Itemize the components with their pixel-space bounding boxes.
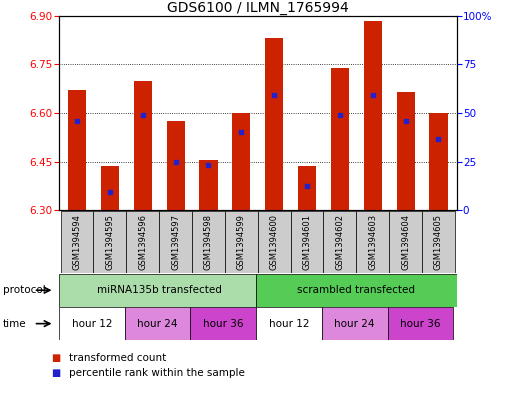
Text: hour 36: hour 36 <box>203 319 244 329</box>
Text: hour 12: hour 12 <box>269 319 309 329</box>
Bar <box>322 307 387 340</box>
Bar <box>59 307 125 340</box>
Bar <box>389 211 422 273</box>
Text: GSM1394595: GSM1394595 <box>106 214 114 270</box>
Bar <box>61 211 93 273</box>
Bar <box>225 211 258 273</box>
Bar <box>134 81 152 210</box>
Text: GSM1394600: GSM1394600 <box>270 214 279 270</box>
Text: time: time <box>3 319 26 329</box>
Bar <box>298 167 316 210</box>
Bar <box>258 211 291 273</box>
Text: protocol: protocol <box>3 285 45 296</box>
Bar <box>200 160 218 210</box>
Bar <box>429 113 447 210</box>
Text: hour 24: hour 24 <box>334 319 375 329</box>
Bar <box>324 211 357 273</box>
Bar <box>256 307 322 340</box>
Bar <box>126 211 159 273</box>
Text: hour 36: hour 36 <box>400 319 441 329</box>
Bar <box>291 211 324 273</box>
Bar <box>59 274 256 307</box>
Bar <box>93 211 126 273</box>
Text: GSM1394599: GSM1394599 <box>237 214 246 270</box>
Text: percentile rank within the sample: percentile rank within the sample <box>69 368 245 378</box>
Text: GSM1394601: GSM1394601 <box>303 214 311 270</box>
Title: GDS6100 / ILMN_1765994: GDS6100 / ILMN_1765994 <box>167 1 349 15</box>
Bar <box>68 90 86 210</box>
Text: ■: ■ <box>51 368 61 378</box>
Text: GSM1394603: GSM1394603 <box>368 214 377 270</box>
Bar <box>192 211 225 273</box>
Text: GSM1394596: GSM1394596 <box>139 214 147 270</box>
Bar <box>397 92 415 210</box>
Bar <box>364 20 382 210</box>
Text: GSM1394604: GSM1394604 <box>401 214 410 270</box>
Text: scrambled transfected: scrambled transfected <box>298 285 416 295</box>
Bar <box>159 211 192 273</box>
Bar <box>125 307 190 340</box>
Bar <box>101 167 119 210</box>
Bar <box>265 39 283 210</box>
Text: ■: ■ <box>51 353 61 364</box>
Bar <box>190 307 256 340</box>
Text: GSM1394594: GSM1394594 <box>72 214 82 270</box>
Bar <box>256 274 457 307</box>
Text: transformed count: transformed count <box>69 353 167 364</box>
Bar <box>387 307 453 340</box>
Bar <box>422 211 455 273</box>
Text: hour 24: hour 24 <box>137 319 178 329</box>
Text: miRNA135b transfected: miRNA135b transfected <box>97 285 222 295</box>
Text: hour 12: hour 12 <box>72 319 112 329</box>
Text: GSM1394602: GSM1394602 <box>336 214 344 270</box>
Text: GSM1394597: GSM1394597 <box>171 214 180 270</box>
Bar <box>232 113 250 210</box>
Bar <box>357 211 389 273</box>
Bar <box>331 68 349 210</box>
Bar <box>167 121 185 210</box>
Text: GSM1394605: GSM1394605 <box>434 214 443 270</box>
Text: GSM1394598: GSM1394598 <box>204 214 213 270</box>
